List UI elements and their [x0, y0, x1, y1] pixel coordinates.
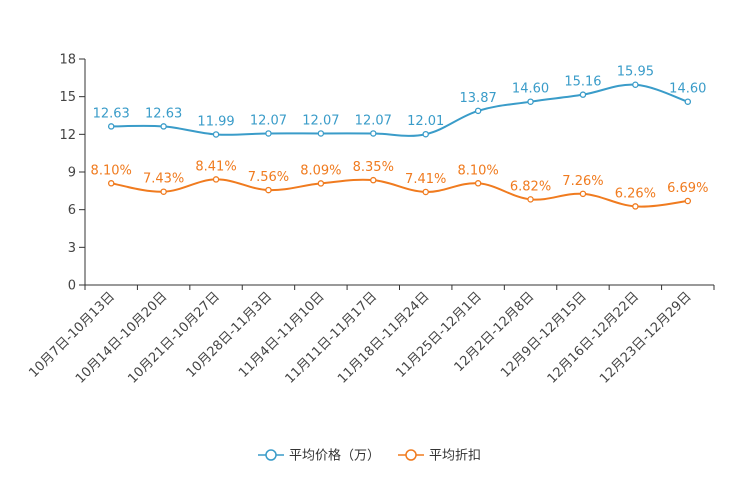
x-tick-label: 11月18日-11月24日 — [335, 289, 432, 386]
data-point — [160, 123, 167, 130]
x-tick-label: 12月16日-12月22日 — [545, 289, 642, 386]
legend-item-1[interactable]: 平均价格（万） — [258, 448, 380, 464]
legend-marker-icon — [405, 449, 417, 461]
data-label: 6.69% — [667, 181, 708, 196]
y-tick-label: 18 — [59, 53, 76, 68]
data-point — [265, 186, 272, 194]
data-label: 12.01 — [407, 114, 444, 129]
data-point — [684, 98, 692, 105]
data-point — [474, 180, 482, 187]
data-label: 7.26% — [562, 174, 603, 189]
x-tick-label: 11月11日-11月17日 — [283, 289, 380, 386]
data-label: 13.87 — [460, 91, 497, 106]
data-label: 15.16 — [564, 75, 601, 90]
y-tick-label: 6 — [68, 203, 76, 218]
legend-label: 平均价格（万） — [289, 448, 380, 464]
data-point — [370, 130, 377, 137]
data-point — [107, 180, 115, 187]
data-label: 14.60 — [512, 82, 549, 97]
data-point — [370, 176, 377, 184]
data-label: 8.35% — [353, 160, 394, 175]
y-tick-label: 15 — [59, 90, 76, 105]
data-label: 14.60 — [669, 82, 706, 97]
data-point — [422, 130, 429, 138]
data-point — [107, 123, 115, 130]
data-point — [684, 197, 692, 205]
data-label: 11.99 — [197, 114, 234, 129]
data-point — [474, 107, 482, 115]
data-label: 7.43% — [143, 172, 184, 187]
x-tick-label: 10月7日-10月13日 — [26, 289, 118, 381]
data-point — [579, 91, 587, 98]
data-label: 8.41% — [195, 159, 236, 174]
y-tick-label: 0 — [68, 279, 76, 294]
legend-item-2[interactable]: 平均折扣 — [398, 449, 481, 464]
data-label: 12.07 — [302, 113, 339, 128]
data-label: 12.07 — [250, 113, 287, 128]
data-point — [212, 176, 220, 183]
data-label: 8.09% — [300, 163, 341, 178]
series-1: 12.63 12.63 11.99 12.07 12.07 12.07 12.01 13.87… — [93, 65, 706, 138]
x-tick-label: 10月14日-10月20日 — [73, 289, 170, 386]
legend-marker-icon — [265, 449, 277, 461]
data-label: 12.63 — [93, 106, 130, 121]
x-tick-label: 10月21日-10月27日 — [125, 289, 222, 386]
data-point — [317, 180, 325, 187]
data-point — [527, 196, 534, 203]
data-label: 8.10% — [457, 163, 498, 178]
data-label: 15.95 — [617, 65, 654, 80]
data-label: 6.82% — [510, 179, 551, 194]
data-label: 12.07 — [355, 113, 392, 128]
data-point — [317, 130, 325, 137]
series-layer: 12.63 12.63 11.99 12.07 12.07 12.07 12.01 13.87… — [91, 65, 708, 210]
data-label: 7.41% — [405, 172, 446, 187]
series-2: 8.10% 7.43% 8.41% 7.56% 8.09% 8.35% 7.41% 8.10%… — [91, 159, 708, 210]
data-label: 7.56% — [248, 170, 289, 185]
data-point — [212, 131, 220, 138]
legend[interactable]: 平均价格（万） 平均折扣 — [258, 448, 481, 464]
data-point — [160, 188, 167, 195]
data-point — [632, 203, 639, 210]
series-line — [111, 83, 689, 137]
series-line — [111, 178, 688, 208]
y-tick-label: 12 — [59, 128, 76, 143]
x-tick-label: 12月23日-12月29日 — [597, 289, 694, 386]
data-label: 12.63 — [145, 106, 182, 121]
x-axis-ticks: 10月7日-10月13日10月14日-10月20日10月21日-10月27日10… — [26, 285, 715, 387]
y-tick-label: 9 — [68, 166, 76, 181]
data-point — [422, 188, 429, 196]
data-point — [632, 81, 639, 88]
data-point — [265, 130, 272, 137]
data-label: 6.26% — [615, 186, 656, 201]
data-label: 8.10% — [91, 163, 132, 178]
legend-label: 平均折扣 — [429, 449, 481, 464]
y-axis-ticks: 0 3 6 9 12 15 18 — [59, 53, 85, 294]
data-point — [527, 98, 534, 105]
y-tick-label: 3 — [68, 241, 76, 256]
data-point — [579, 190, 587, 198]
